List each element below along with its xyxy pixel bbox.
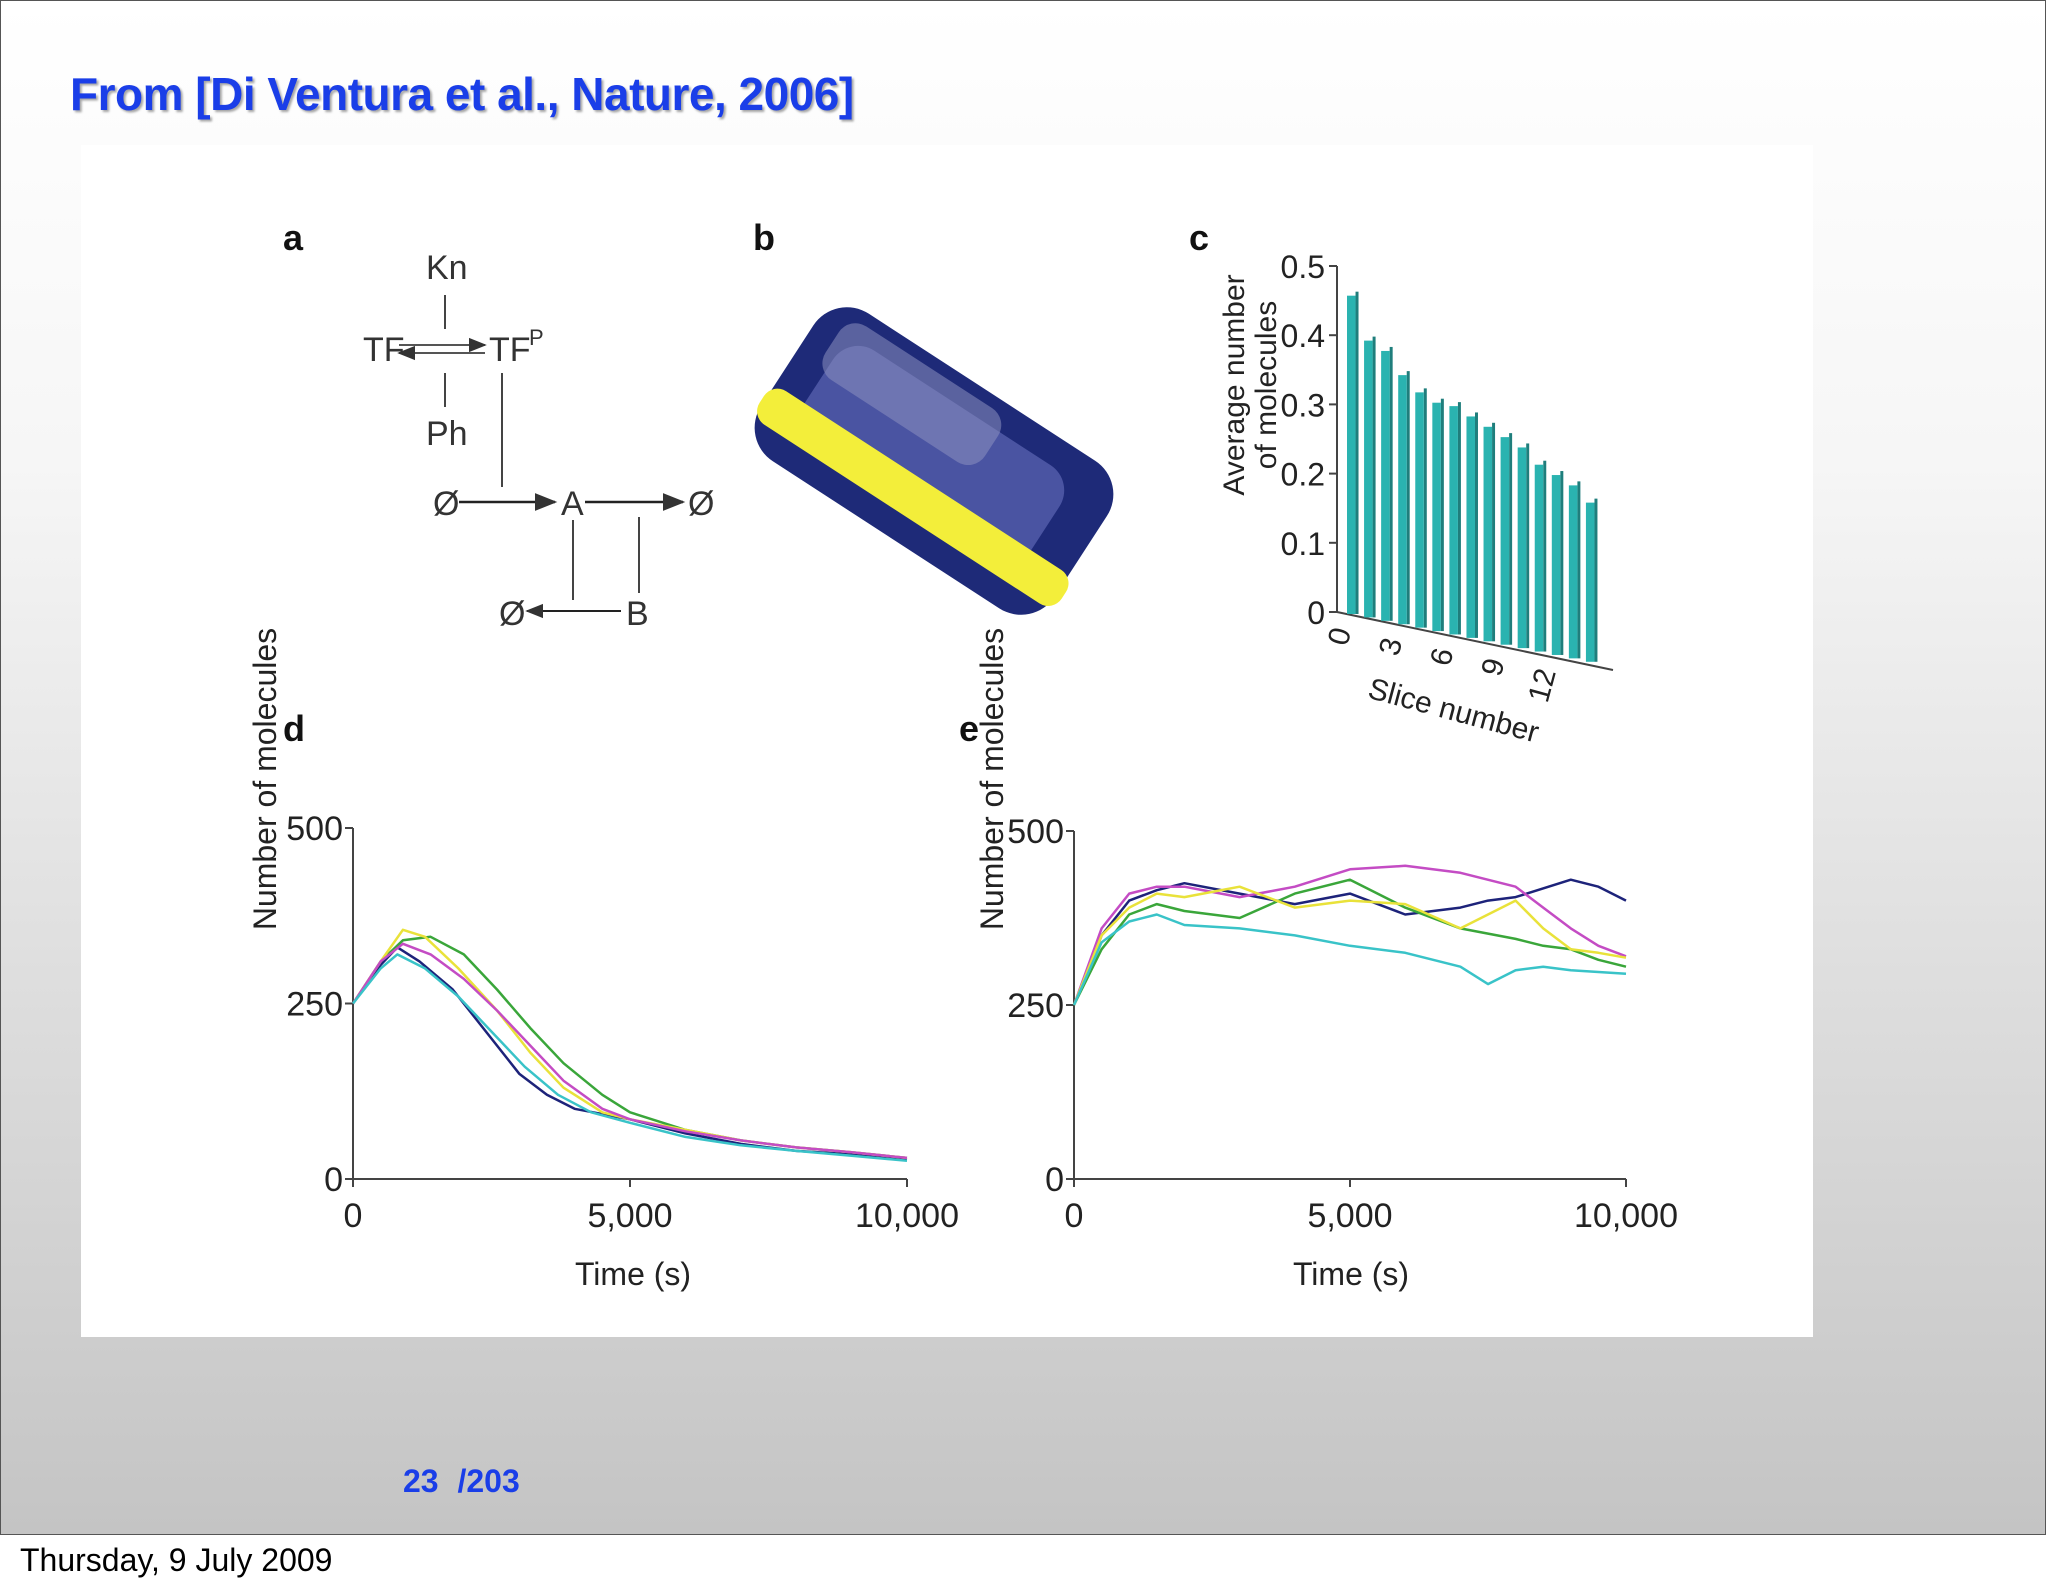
cell-rendering xyxy=(754,307,1114,615)
panel-label-b: b xyxy=(753,217,775,258)
chart-c-y-tick-label: 0.1 xyxy=(1281,526,1325,562)
chart-c-x-tick-label: 9 xyxy=(1475,655,1511,680)
chart-d-series-5 xyxy=(352,953,908,1162)
chart-e-ylabel: Number of molecules xyxy=(974,628,1010,930)
node-b: B xyxy=(626,595,649,633)
node-ph: Ph xyxy=(426,415,468,453)
node-tfp: TF xyxy=(489,331,531,369)
cell-band xyxy=(757,388,1069,606)
chart-e-y-tick-label: 500 xyxy=(1007,813,1064,851)
chart-d-ylabel: Number of molecules xyxy=(247,628,283,930)
chart-c-bar xyxy=(1483,426,1493,642)
chart-e-x-tick-label: 5,000 xyxy=(1307,1197,1392,1235)
chart-c-ylabel-line1: Average number xyxy=(1218,274,1251,495)
chart-c-bar-side xyxy=(1389,346,1393,621)
node-kn: Kn xyxy=(426,249,468,287)
chart-c-y-tick-label: 0.2 xyxy=(1281,457,1325,493)
panel-label-a: a xyxy=(283,217,304,258)
chart-c-bar-side xyxy=(1594,498,1598,662)
chart-c-bar xyxy=(1500,437,1510,645)
chart-c-bar-side xyxy=(1355,291,1359,614)
figure-svg: a b c d e Kn TF TF P Ph Ø A Ø Ø B xyxy=(247,217,1678,1292)
chart-c-x-axis xyxy=(1336,611,1614,671)
citation-title: From [Di Ventura et al., Nature, 2006] xyxy=(70,68,854,120)
chart-c-bar-side xyxy=(1406,371,1410,625)
chart-e-y-tick-label: 250 xyxy=(1007,987,1064,1025)
figure-panel: a b c d e Kn TF TF P Ph Ø A Ø Ø B xyxy=(81,145,1813,1337)
chart-c-bar xyxy=(1347,295,1356,614)
chart-c-bar-side xyxy=(1440,398,1444,632)
chart-e-x-tick-label: 10,000 xyxy=(1574,1197,1678,1235)
panel-label-e: e xyxy=(959,708,979,749)
chart-c-bar xyxy=(1466,416,1475,638)
chart-c-bar-side xyxy=(1509,433,1513,645)
chart-d-series-2 xyxy=(351,935,908,1160)
chart-c-bar xyxy=(1432,402,1441,632)
chart-c-bar xyxy=(1381,350,1390,621)
chart-c-bar xyxy=(1568,485,1578,659)
chart-c-y-tick-label: 0.4 xyxy=(1281,318,1325,354)
chart-c-bar xyxy=(1415,392,1424,628)
chart-c-bar-side xyxy=(1372,336,1376,618)
page-total: /203 xyxy=(457,1463,520,1499)
chart-c-bar-side xyxy=(1423,388,1427,628)
chart-c-y-tick-label: 0.3 xyxy=(1281,387,1325,423)
chart-c-bar-side xyxy=(1526,443,1530,649)
chart-c-bar-side xyxy=(1543,460,1547,652)
chart-c-slice-bars: Average number of molecules Slice number… xyxy=(1218,249,1614,749)
chart-c-bar xyxy=(1364,340,1373,618)
page-number: 23 /203 xyxy=(403,1463,520,1500)
node-null-right: Ø xyxy=(688,485,714,523)
node-tf: TF xyxy=(363,331,405,369)
panel-label-d: d xyxy=(283,708,305,749)
chart-d-molecules-time: Number of molecules Time (s) 0 250 500 0 5,0… xyxy=(247,628,959,1292)
chart-c-bar xyxy=(1398,375,1407,625)
node-null-bottom: Ø xyxy=(499,595,525,633)
node-null-left: Ø xyxy=(433,485,459,523)
chart-d-y-tick-label: 500 xyxy=(286,810,343,848)
chart-c-bar xyxy=(1551,475,1561,655)
chart-c-y-tick-label: 0.5 xyxy=(1281,249,1325,285)
chart-c-x-tick-label: 0 xyxy=(1322,624,1358,649)
chart-c-bar-side xyxy=(1560,471,1564,655)
chart-c-y-tick-label: 0 xyxy=(1307,595,1325,631)
footer-date: Thursday, 9 July 2009 xyxy=(20,1542,333,1578)
chart-e-y-tick-label: 0 xyxy=(1045,1161,1064,1199)
chart-e-molecules-time: Number of molecules Time (s) 0 250 500 0 5,0… xyxy=(974,628,1678,1292)
chart-e-series-5 xyxy=(1072,913,1627,1006)
chart-e-x-tick-label: 0 xyxy=(1065,1197,1084,1235)
chart-c-bar-side xyxy=(1577,481,1581,659)
chart-e-xlabel: Time (s) xyxy=(1293,1256,1409,1292)
chart-c-ylabel-line2: of molecules xyxy=(1250,301,1283,469)
chart-c-x-tick-label: 6 xyxy=(1424,645,1460,670)
chart-c-bar xyxy=(1585,502,1595,662)
chart-e-series-4 xyxy=(1072,885,1627,1006)
page-current: 23 xyxy=(403,1463,439,1499)
chart-e-series-2 xyxy=(1072,864,1627,1006)
chart-c-bar xyxy=(1449,406,1458,635)
chart-d-y-tick-label: 250 xyxy=(286,986,343,1024)
chart-e-series-1 xyxy=(1072,878,1627,1006)
chart-c-bar-side xyxy=(1475,412,1478,638)
node-a: A xyxy=(561,485,584,523)
chart-c-xlabel: Slice number xyxy=(1365,672,1543,749)
chart-c-x-tick-label: 12 xyxy=(1522,665,1563,706)
chart-d-xlabel: Time (s) xyxy=(575,1256,691,1292)
chart-c-bar-side xyxy=(1457,402,1461,635)
chart-d-x-tick-label: 0 xyxy=(344,1197,363,1235)
chart-d-x-tick-label: 10,000 xyxy=(855,1197,959,1235)
reaction-network: Kn TF TF P Ph Ø A Ø Ø B xyxy=(363,249,714,633)
chart-c-bar xyxy=(1517,447,1527,649)
slide: From [Di Ventura et al., Nature, 2006] a… xyxy=(0,0,2046,1535)
chart-d-x-tick-label: 5,000 xyxy=(587,1197,672,1235)
chart-d-series-4 xyxy=(351,942,908,1160)
chart-c-x-tick-label: 3 xyxy=(1373,634,1409,659)
panel-label-c: c xyxy=(1189,217,1209,258)
chart-e-series-3 xyxy=(1072,878,1627,1006)
chart-d-y-tick-label: 0 xyxy=(324,1161,343,1199)
chart-c-bar xyxy=(1534,464,1544,652)
node-tfp-superscript: P xyxy=(529,325,544,350)
chart-c-bar-side xyxy=(1492,422,1496,642)
